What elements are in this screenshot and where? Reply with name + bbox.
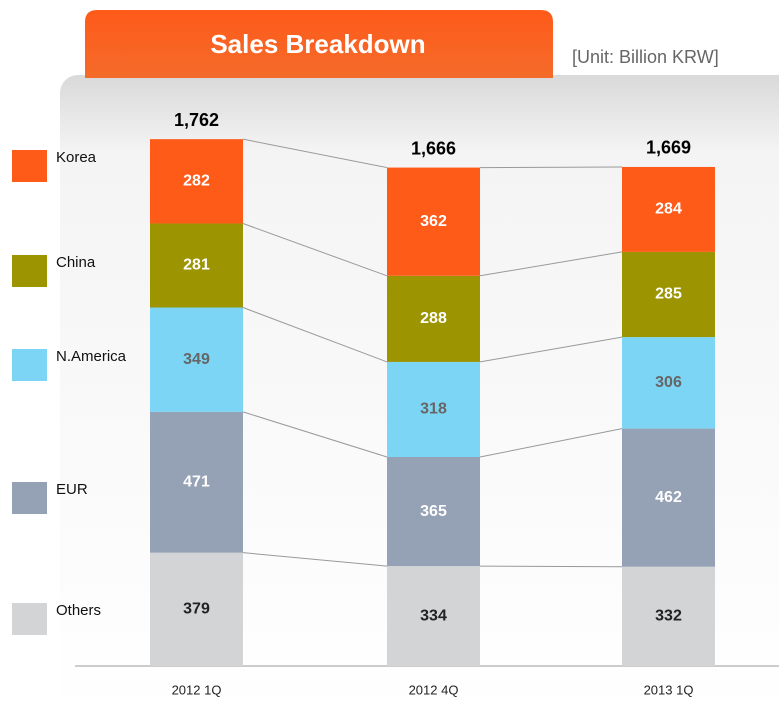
bar-segment bbox=[622, 166, 715, 252]
legend-swatch bbox=[12, 255, 47, 287]
bar-segment bbox=[387, 167, 480, 276]
connector bbox=[242, 223, 388, 277]
total-label: 1,666 bbox=[411, 138, 456, 158]
title-tab bbox=[85, 10, 553, 78]
value-label: 471 bbox=[183, 473, 210, 490]
connector bbox=[479, 428, 623, 458]
value-label: 462 bbox=[655, 489, 682, 506]
value-label: 306 bbox=[655, 374, 682, 391]
connector bbox=[479, 565, 623, 568]
legend-label: Others bbox=[56, 602, 101, 619]
value-label: 362 bbox=[420, 213, 447, 230]
connector bbox=[242, 307, 388, 363]
connector bbox=[479, 336, 623, 363]
bar-segment bbox=[622, 337, 715, 429]
bar-segment bbox=[150, 139, 243, 224]
x-tick-label: 2012 1Q bbox=[172, 682, 222, 697]
value-label: 282 bbox=[183, 173, 210, 190]
value-label: 365 bbox=[420, 503, 447, 520]
value-label: 318 bbox=[420, 401, 447, 418]
value-label: 349 bbox=[183, 351, 210, 368]
value-label: 332 bbox=[655, 608, 682, 625]
bar-segment bbox=[622, 566, 715, 666]
connector bbox=[242, 411, 388, 458]
legend-label: Korea bbox=[56, 149, 97, 166]
connector bbox=[479, 251, 623, 277]
legend-label: China bbox=[56, 254, 96, 271]
value-label: 281 bbox=[183, 257, 210, 274]
total-label: 1,762 bbox=[174, 110, 219, 130]
connector bbox=[242, 138, 388, 169]
bar-segment bbox=[622, 251, 715, 338]
legend-label: N.America bbox=[56, 348, 127, 365]
connector bbox=[242, 552, 388, 567]
unit-label: [Unit: Billion KRW] bbox=[572, 47, 719, 67]
bar-segment bbox=[150, 552, 243, 666]
bar-segment bbox=[150, 307, 243, 412]
bar-segment bbox=[150, 223, 243, 308]
x-tick-label: 2012 4Q bbox=[409, 682, 459, 697]
bar-segment bbox=[387, 456, 480, 567]
legend-swatch bbox=[12, 150, 47, 182]
bar-segment bbox=[387, 275, 480, 362]
bar-segment bbox=[387, 361, 480, 457]
value-label: 285 bbox=[655, 286, 682, 303]
x-tick-label: 2013 1Q bbox=[644, 682, 694, 697]
legend-swatch bbox=[12, 603, 47, 635]
bar-segment bbox=[387, 566, 480, 666]
value-label: 379 bbox=[183, 601, 210, 618]
chart-title: Sales Breakdown bbox=[210, 29, 425, 59]
total-label: 1,669 bbox=[646, 138, 691, 158]
legend-swatch bbox=[12, 349, 47, 381]
value-label: 334 bbox=[420, 607, 447, 624]
value-label: 288 bbox=[420, 310, 447, 327]
legend-label: EUR bbox=[56, 481, 88, 498]
legend-swatch bbox=[12, 482, 47, 514]
value-label: 284 bbox=[655, 201, 682, 218]
bar-segment bbox=[150, 411, 243, 553]
bar-segment bbox=[622, 428, 715, 567]
connector bbox=[479, 166, 623, 169]
